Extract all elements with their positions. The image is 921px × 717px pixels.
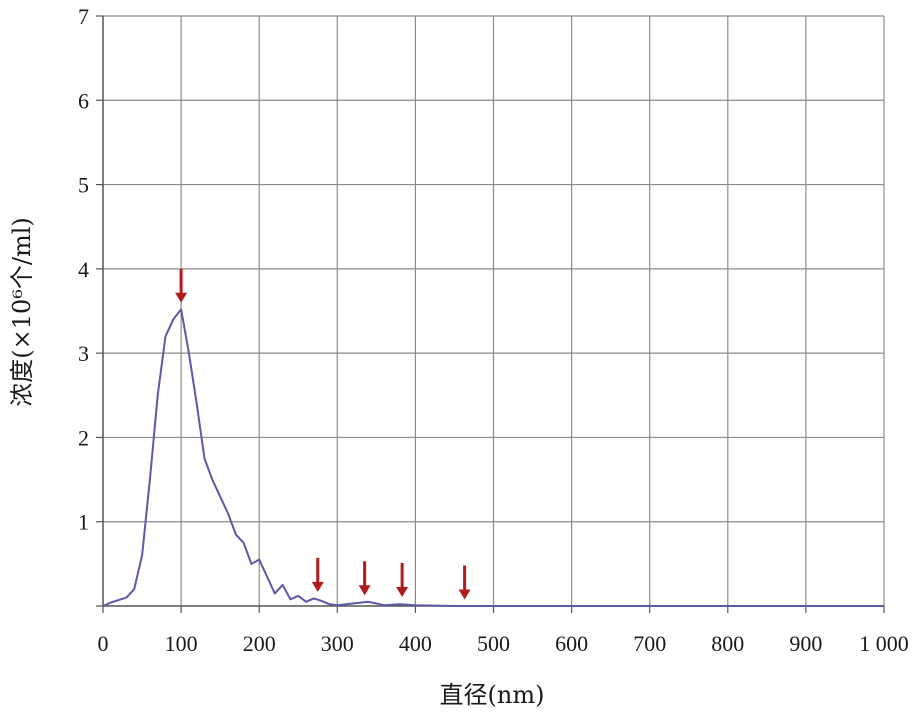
y-tick-label: 7 [78, 4, 89, 29]
peak-arrow [458, 565, 471, 600]
y-tick-label: 4 [78, 257, 89, 282]
x-tick-label: 400 [399, 631, 432, 656]
x-tick-label: 200 [243, 631, 276, 656]
peak-arrow [396, 562, 409, 597]
peak-arrow [358, 561, 371, 596]
y-tick-label: 3 [78, 341, 89, 366]
y-tick-label: 1 [78, 510, 89, 535]
axes [96, 15, 885, 613]
x-tick-label: 0 [98, 631, 109, 656]
x-tick-label: 800 [711, 631, 744, 656]
x-tick-label: 300 [321, 631, 354, 656]
series-line [102, 308, 884, 607]
y-tick-label: 5 [78, 173, 89, 198]
y-tick-labels: 1 2 3 4 5 6 7 [78, 4, 89, 535]
x-tick-label: 700 [633, 631, 666, 656]
x-tick-label: 600 [555, 631, 588, 656]
peak-arrow [311, 557, 324, 592]
x-tick-label: 1 000 [859, 631, 909, 656]
x-tick-label: 900 [789, 631, 822, 656]
y-tick-label: 2 [78, 425, 89, 450]
peak-arrow [175, 268, 188, 303]
peak-arrows [175, 268, 471, 600]
x-tick-labels: 0 100 200 300 400 500 600 700 800 900 1 000 [98, 631, 909, 656]
y-axis-label: 浓度(×10⁶个/ml) [8, 217, 36, 407]
x-tick-label: 500 [477, 631, 510, 656]
y-tick-label: 6 [78, 88, 89, 113]
x-axis-label: 直径(nm) [440, 681, 545, 709]
grid [103, 15, 885, 606]
x-tick-label: 100 [165, 631, 198, 656]
